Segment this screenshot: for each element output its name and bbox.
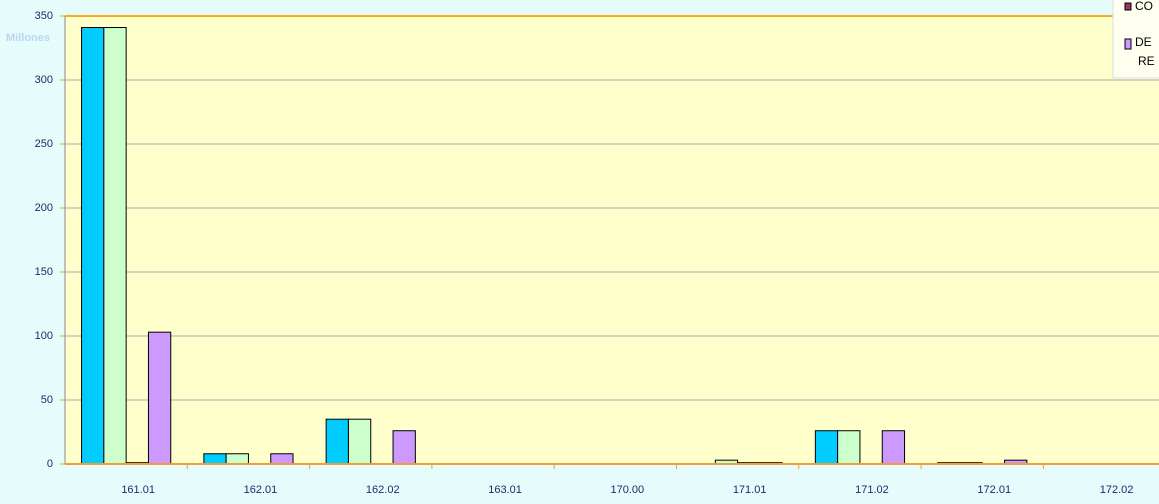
bar	[325, 418, 349, 465]
y-tick-label: 150	[35, 266, 53, 278]
x-tick-label: 172.01	[977, 484, 1011, 496]
x-tick-label: 162.02	[366, 484, 400, 496]
y-tick-label: 350	[35, 10, 53, 22]
legend-label: RE	[1138, 54, 1155, 68]
bar	[103, 27, 127, 465]
bar	[225, 453, 249, 465]
bar	[81, 27, 105, 465]
x-tick-label: 171.01	[733, 484, 767, 496]
bar	[881, 430, 906, 465]
legend-swatch	[1124, 38, 1132, 50]
legend-label: CO	[1135, 0, 1153, 13]
x-tick-label: 170.00	[611, 484, 645, 496]
y-tick-label: 100	[35, 330, 53, 342]
x-tick-label: 172.02	[1100, 484, 1134, 496]
legend-box	[1112, 0, 1159, 79]
bar	[392, 430, 416, 465]
x-tick-label: 161.01	[121, 484, 155, 496]
x-tick-label: 171.02	[855, 484, 889, 496]
y-tick-label: 50	[41, 394, 53, 406]
bar	[837, 430, 861, 465]
legend-swatch	[1124, 2, 1132, 11]
y-tick-label: 0	[47, 458, 53, 470]
bar	[270, 453, 294, 465]
y-tick-label: 200	[35, 202, 53, 214]
bar	[347, 418, 372, 465]
y-tick-label: 250	[35, 138, 53, 150]
x-tick-label: 162.01	[244, 484, 278, 496]
y-unit-label: Millones	[6, 32, 50, 44]
bar	[814, 430, 839, 465]
plot-area	[65, 16, 1159, 464]
legend-label: DE	[1135, 35, 1152, 49]
bar	[203, 453, 227, 465]
bar	[147, 331, 172, 465]
y-tick-label: 300	[35, 74, 53, 86]
x-tick-label: 163.01	[488, 484, 522, 496]
